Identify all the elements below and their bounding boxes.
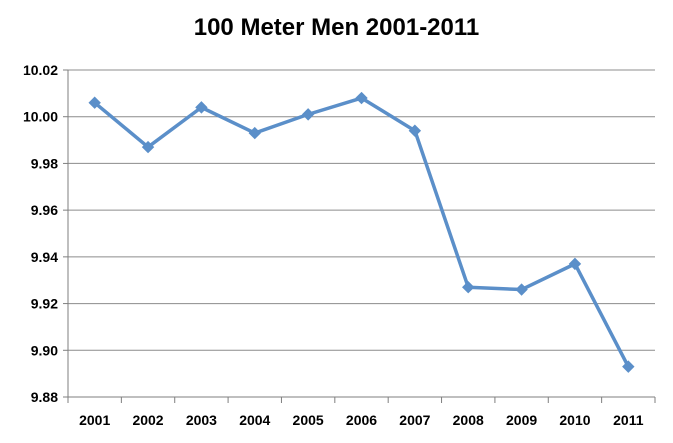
- y-tick-label: 9.90: [31, 342, 58, 358]
- chart-title: 100 Meter Men 2001-2011: [193, 14, 480, 41]
- x-tick-label: 2009: [506, 412, 537, 428]
- x-tick-label: 2003: [186, 412, 217, 428]
- x-tick-label: 2007: [399, 412, 430, 428]
- data-point-marker: [88, 96, 101, 109]
- data-point-marker: [301, 108, 315, 121]
- y-tick-label: 9.88: [31, 389, 58, 405]
- x-tick-label: 2005: [293, 412, 324, 428]
- data-point-marker: [355, 91, 368, 105]
- y-tick-label: 9.96: [31, 202, 58, 218]
- data-point-marker: [515, 283, 528, 296]
- data-point-marker: [622, 360, 635, 373]
- data-point-marker: [408, 124, 422, 137]
- x-tick-label: 2004: [239, 412, 270, 428]
- x-tick-label: 2002: [132, 412, 163, 428]
- x-tick-label: 2001: [79, 412, 110, 428]
- x-tick-label: 2010: [559, 412, 590, 428]
- data-point-marker: [568, 257, 582, 271]
- x-tick-label: 2006: [346, 412, 377, 428]
- y-tick-label: 9.98: [31, 155, 58, 171]
- y-tick-label: 9.94: [31, 249, 58, 265]
- y-tick-label: 10.02: [23, 62, 58, 78]
- series-line: [93, 96, 630, 368]
- y-tick-label: 9.92: [31, 296, 58, 312]
- data-point-marker: [195, 101, 208, 114]
- y-tick-label: 10.00: [23, 109, 58, 125]
- x-tick-label: 2008: [453, 412, 484, 428]
- data-point-marker: [248, 126, 261, 140]
- data-point-marker: [462, 281, 475, 294]
- data-point-marker: [141, 140, 155, 154]
- x-tick-label: 2011: [613, 412, 644, 428]
